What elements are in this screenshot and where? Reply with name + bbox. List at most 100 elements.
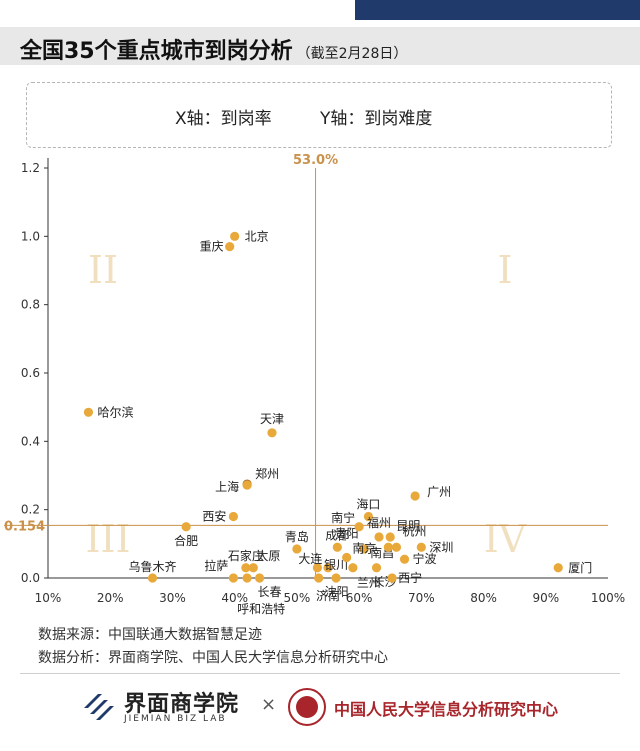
x-tick-label: 80% xyxy=(470,591,497,605)
point-label: 重庆 xyxy=(200,240,224,254)
x-tick-label: 60% xyxy=(346,591,373,605)
top-accent-bar xyxy=(355,0,640,20)
data-point xyxy=(348,563,358,573)
x-tick-label: 100% xyxy=(591,591,625,605)
data-point xyxy=(371,563,382,573)
data-point xyxy=(387,573,397,583)
data-point xyxy=(399,554,410,564)
point-label: 济南 xyxy=(316,588,340,603)
data-point xyxy=(416,542,426,552)
data-point xyxy=(374,532,384,542)
jiemian-logo: 界面商学院 JIEMIAN BIZ LAB xyxy=(82,686,252,730)
data-point xyxy=(391,542,402,552)
reference-label-y: 0.154 xyxy=(4,519,45,534)
y-tick-label: 1.0 xyxy=(21,229,40,243)
x-tick-label: 70% xyxy=(408,591,435,605)
x-tick-label: 10% xyxy=(35,591,62,605)
quadrant-label: III xyxy=(85,517,130,561)
data-point xyxy=(314,573,324,583)
point-label: 西宁 xyxy=(398,570,422,585)
data-point xyxy=(241,563,251,573)
data-point xyxy=(410,491,420,501)
point-label: 宁波 xyxy=(413,551,437,566)
y-tick-label: 0.4 xyxy=(21,434,40,448)
jiemian-logo-name: 界面商学院 xyxy=(124,692,240,717)
y-tick-label: 1.2 xyxy=(21,161,40,175)
y-tick-label: 0.6 xyxy=(21,366,40,380)
point-label: 广州 xyxy=(427,485,451,499)
data-point xyxy=(332,542,342,552)
source-note: 数据来源：中国联通大数据智慧足迹 xyxy=(38,627,262,643)
point-label: 福州 xyxy=(367,515,391,530)
point-label: 天津 xyxy=(260,412,284,426)
page-title: 全国35个重点城市到岗分析 （截至2月28日） xyxy=(20,33,407,65)
data-point xyxy=(359,544,369,554)
point-label: 西安 xyxy=(202,509,226,524)
data-point xyxy=(553,563,563,573)
point-label: 北京 xyxy=(245,229,269,243)
point-label: 兰州 xyxy=(357,576,381,590)
data-point xyxy=(331,573,341,583)
data-point xyxy=(363,511,374,522)
data-point xyxy=(312,563,323,573)
point-label: 太原 xyxy=(256,548,280,563)
point-label: 郑州 xyxy=(255,466,279,481)
point-label: 银川 xyxy=(324,558,348,572)
data-point xyxy=(385,532,395,542)
point-label: 南宁 xyxy=(331,510,355,525)
data-point xyxy=(342,552,352,563)
data-point xyxy=(228,573,239,583)
data-point xyxy=(230,231,240,241)
point-label: 上海 xyxy=(215,479,239,494)
renmin-seal-icon xyxy=(288,688,326,726)
point-label: 石家庄 xyxy=(228,548,264,563)
data-point xyxy=(242,480,252,490)
title-band xyxy=(0,27,640,65)
point-label: 杭州 xyxy=(402,523,426,538)
point-label: 拉萨 xyxy=(204,558,228,573)
point-label: 大连 xyxy=(298,551,322,566)
y-tick-label: 0.2 xyxy=(21,503,40,517)
point-label: 呼和浩特 xyxy=(237,601,285,616)
axis-legend-box xyxy=(26,82,612,148)
quadrant-label: II xyxy=(88,248,118,292)
point-label: 深圳 xyxy=(429,540,453,554)
point-label: 哈尔滨 xyxy=(97,404,133,419)
y-tick-label: 0.8 xyxy=(21,298,40,312)
page-subtitle: （截至2月28日） xyxy=(296,46,408,62)
point-label: 青岛 xyxy=(285,529,309,544)
data-point xyxy=(242,573,252,583)
y-tick-label: 0.0 xyxy=(21,571,40,585)
data-point xyxy=(323,563,333,573)
quadrant-label: I xyxy=(497,248,512,292)
times-sign: × xyxy=(261,694,277,715)
x-tick-label: 40% xyxy=(221,591,248,605)
data-point xyxy=(147,573,158,583)
x-tick-label: 90% xyxy=(532,591,559,605)
point-label: 长春 xyxy=(258,585,282,599)
x-tick-label: 50% xyxy=(284,591,311,605)
data-point xyxy=(248,563,258,573)
legend-y-label: Y轴：到岗难度 xyxy=(320,109,433,129)
point-label: 乌鲁木齐 xyxy=(129,559,177,574)
point-label: 昆明 xyxy=(396,519,420,533)
point-label: 成都 xyxy=(325,528,349,542)
analysis-note: 数据分析：界面商学院、中国人民大学信息分析研究中心 xyxy=(38,650,388,666)
jiemian-logo-en: JIEMIAN BIZ LAB xyxy=(124,714,227,724)
data-point xyxy=(354,522,364,532)
data-point xyxy=(292,544,302,554)
data-point xyxy=(83,407,94,417)
data-point xyxy=(181,522,191,532)
title-text: 全国35个重点城市到岗分析 xyxy=(20,39,293,64)
data-point xyxy=(228,511,239,522)
data-point xyxy=(383,542,393,552)
data-point xyxy=(254,573,265,583)
footer-divider xyxy=(20,673,620,674)
point-label: 厦门 xyxy=(568,560,592,575)
quadrant-label: IV xyxy=(484,517,527,561)
point-label: 贵阳 xyxy=(335,527,359,541)
jiemian-logo-icon xyxy=(84,694,114,720)
reference-label-x: 53.0% xyxy=(293,153,338,168)
x-tick-label: 20% xyxy=(97,591,124,605)
